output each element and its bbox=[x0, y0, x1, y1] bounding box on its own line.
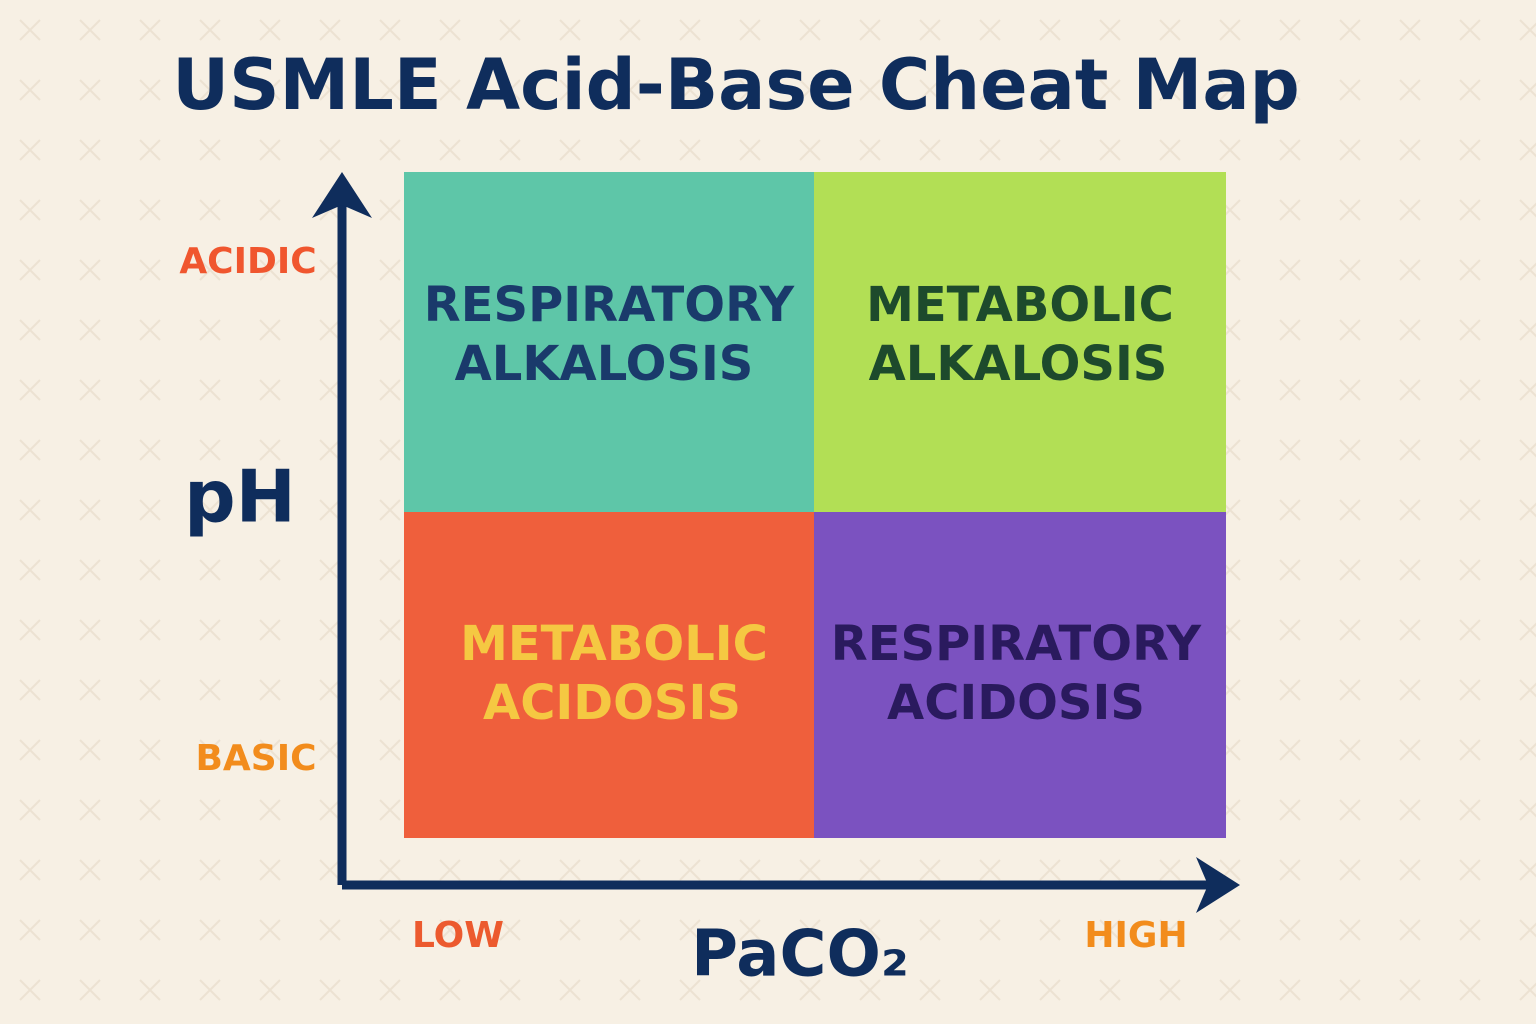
axis-label: pH bbox=[184, 455, 296, 539]
axis-end-label: ACIDIC bbox=[179, 241, 316, 282]
axis-end-label: BASIC bbox=[195, 738, 316, 779]
quadrant bbox=[404, 172, 814, 512]
axes bbox=[337, 200, 1210, 890]
quadrant-label: ACIDOSIS bbox=[887, 675, 1145, 731]
arrow-head bbox=[1196, 857, 1240, 913]
title: USMLE Acid-Base Cheat Map bbox=[172, 44, 1299, 126]
quadrant-label: RESPIRATORY bbox=[831, 616, 1203, 672]
quadrant-label: ALKALOSIS bbox=[869, 336, 1168, 392]
quadrant-label: METABOLIC bbox=[866, 277, 1174, 333]
quadrant bbox=[404, 512, 814, 838]
quadrant-label: METABOLIC bbox=[460, 616, 768, 672]
axis-end-label: HIGH bbox=[1084, 915, 1187, 956]
axis-end-label: LOW bbox=[412, 915, 504, 956]
quadrant-label: ALKALOSIS bbox=[455, 336, 754, 392]
quadrant bbox=[814, 512, 1226, 838]
quadrant-label: RESPIRATORY bbox=[424, 277, 796, 333]
arrow-head bbox=[312, 172, 372, 218]
quadrant-label: ACIDOSIS bbox=[483, 675, 741, 731]
quadrant bbox=[814, 172, 1226, 512]
axis-label: PaCO₂ bbox=[691, 918, 909, 992]
